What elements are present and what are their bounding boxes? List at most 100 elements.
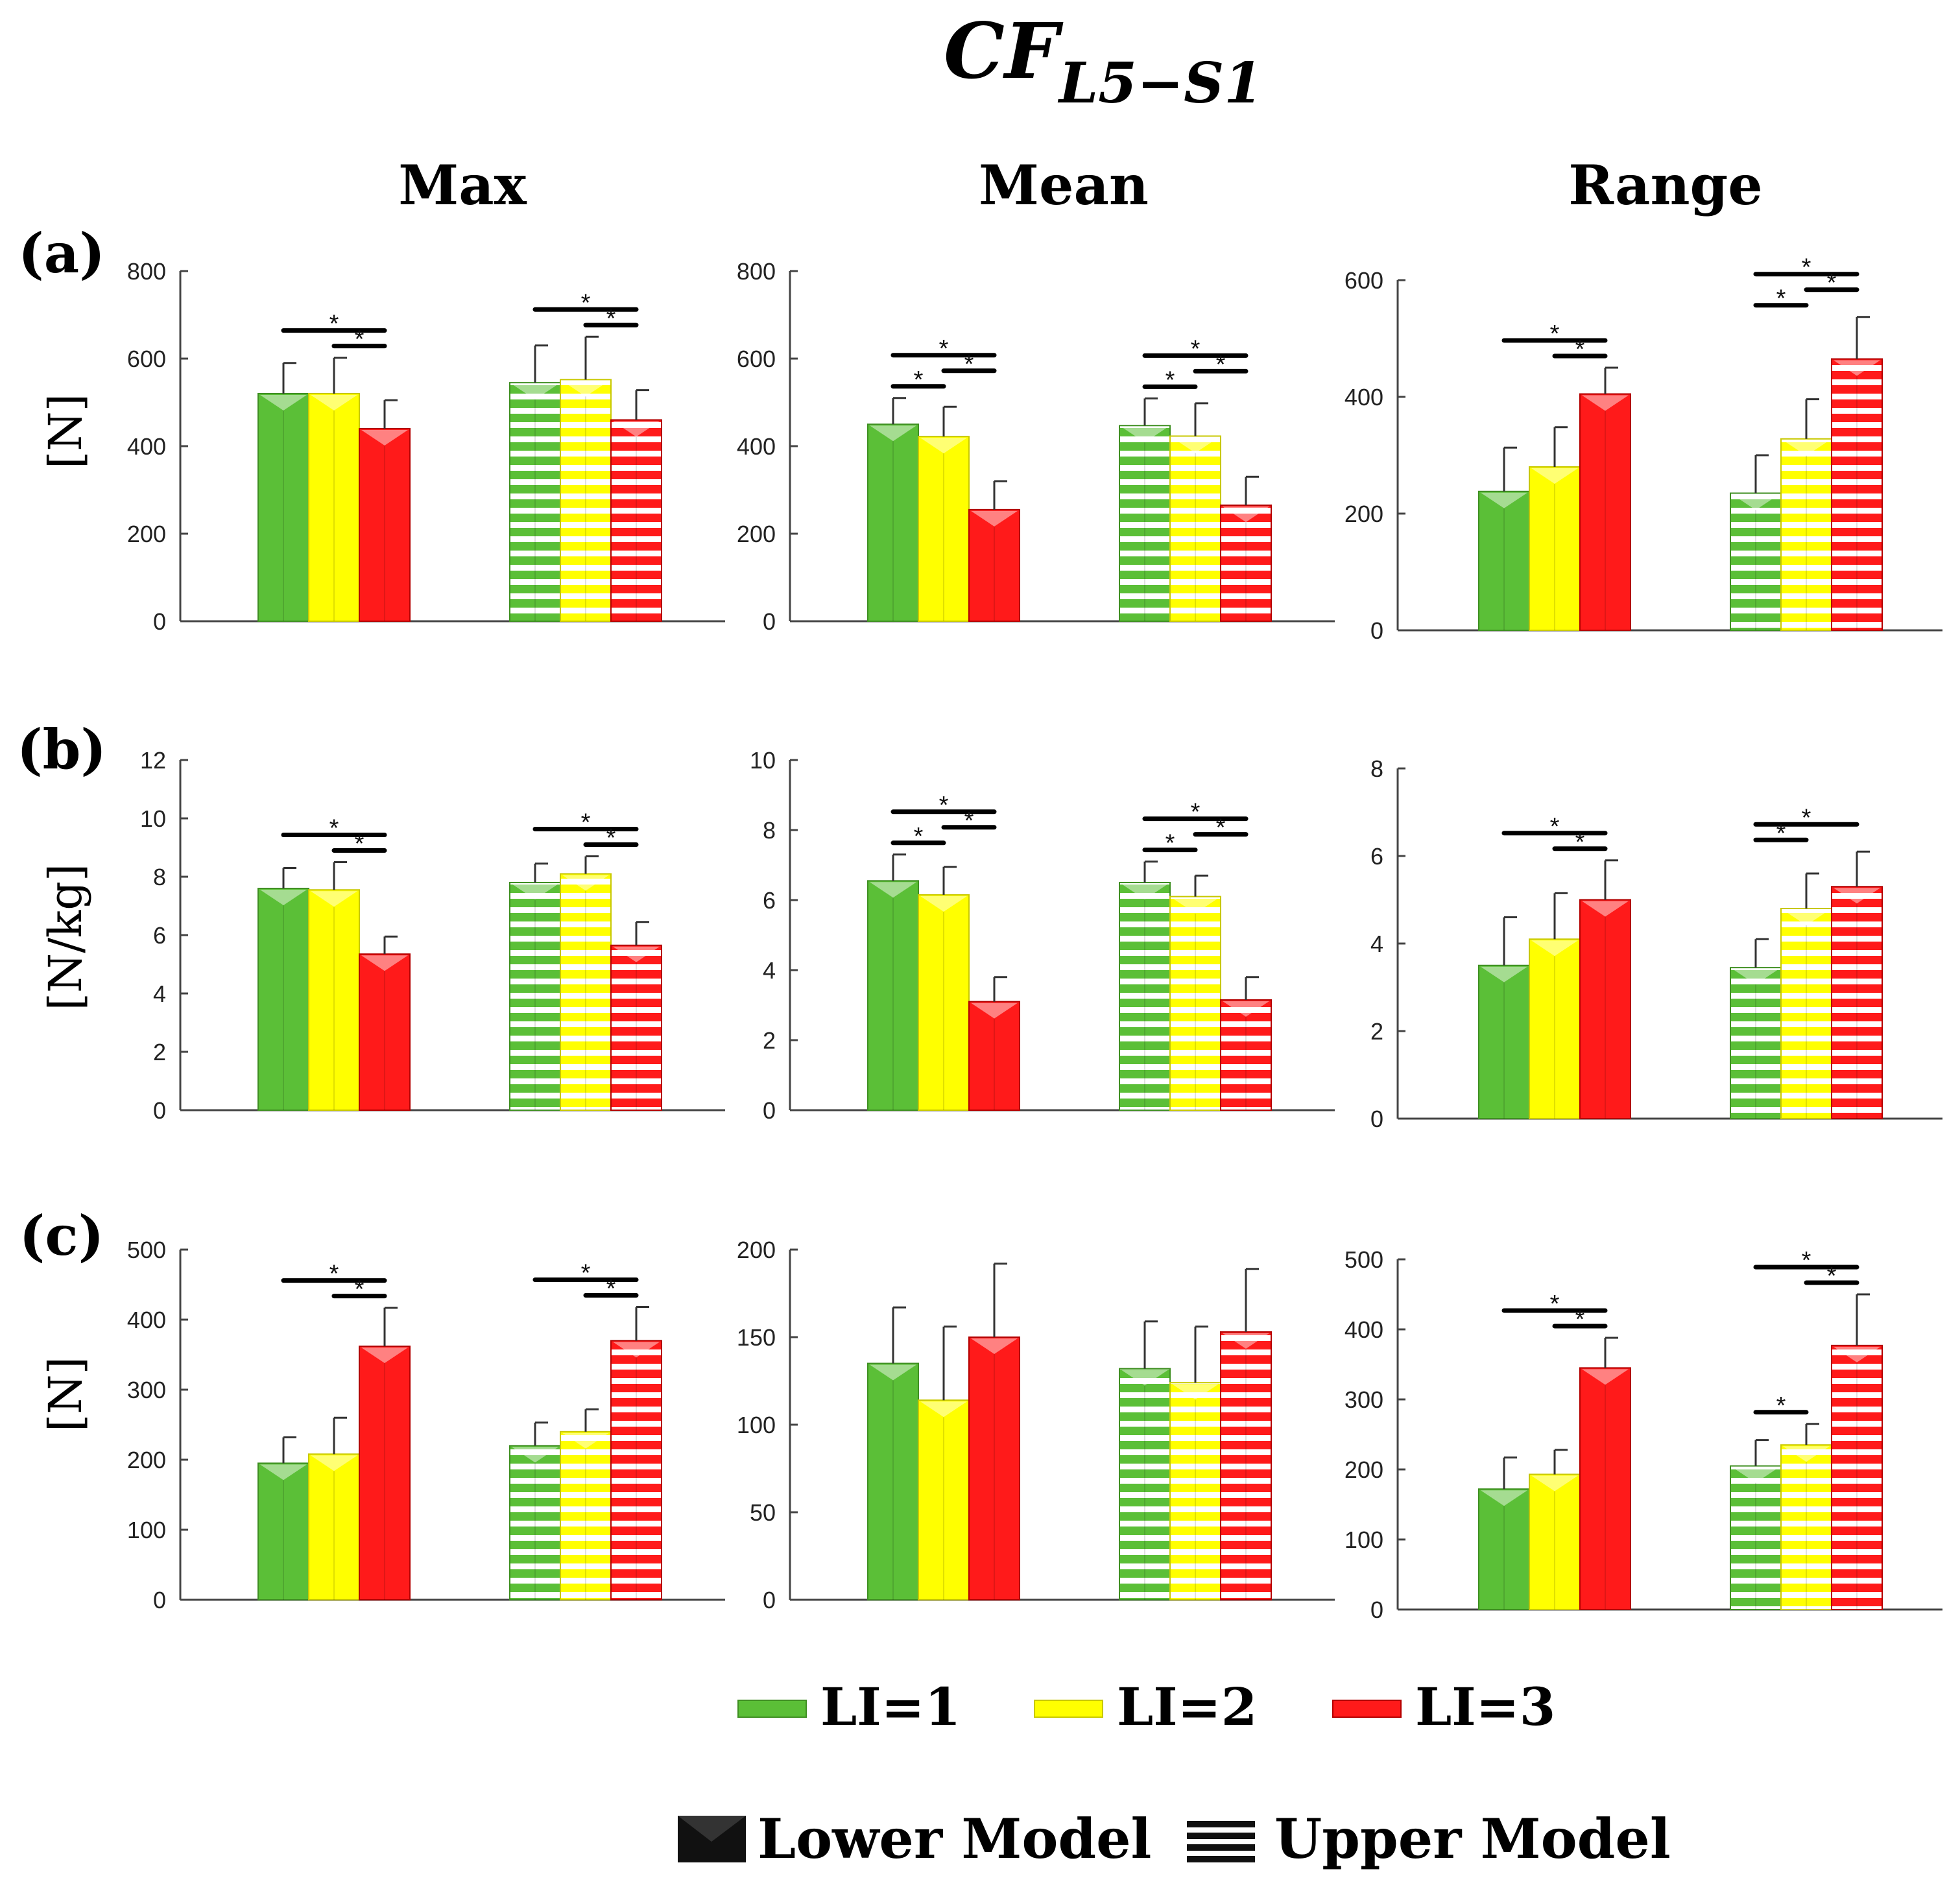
bar-LI3-lower: [968, 1001, 1020, 1111]
significance-star: *: [1827, 270, 1837, 297]
bar-highlight: [311, 1455, 357, 1471]
bar-highlight: [512, 1447, 558, 1463]
bar-LI3-upper: [610, 419, 662, 622]
significance-star: *: [606, 825, 616, 852]
bar-LI2-lower: [1529, 938, 1581, 1119]
significance-star: *: [1550, 320, 1560, 348]
y-tick-label: 300: [1345, 1386, 1383, 1413]
bar-highlight: [1481, 966, 1527, 982]
panel-1-2: 0 200 400 600 800 * * * * * *: [737, 258, 1335, 635]
panel-1-1: 0 200 400 600 800 * * * *: [127, 258, 725, 635]
y-tick-label: 0: [1370, 617, 1383, 644]
bar-highlight: [920, 1401, 967, 1418]
y-tick-label: 4: [1370, 931, 1383, 957]
significance-star: *: [1802, 254, 1811, 281]
y-tick-label: 100: [127, 1517, 166, 1543]
y-tick-label: 800: [127, 258, 166, 285]
legend-swatch-lower-model-bevel: [678, 1816, 746, 1842]
bar-highlight: [1481, 1490, 1527, 1506]
significance-star: *: [939, 792, 949, 819]
panel-3-3: 0 100 200 300 400 500 * * * * *: [1345, 1246, 1942, 1623]
row-label-b: (b): [17, 717, 106, 781]
bar-LI1-upper: [509, 382, 561, 622]
bar-highlight: [562, 1432, 609, 1449]
bar-highlight: [1783, 1446, 1830, 1462]
bar-LI2-lower: [918, 436, 970, 623]
bar-LI2-lower: [1529, 466, 1581, 631]
bar-highlight: [971, 1338, 1018, 1354]
significance-star: *: [939, 335, 949, 362]
bar-highlight: [1834, 888, 1880, 904]
bar-highlight: [1121, 427, 1168, 443]
bar-highlight: [920, 438, 967, 454]
bar-highlight: [361, 1348, 408, 1364]
row-label-a: (a): [18, 221, 105, 285]
panel-2-1: 0 2 4 6 8 10 12 * * * *: [140, 747, 725, 1124]
y-tick-label: 8: [1370, 755, 1383, 782]
bar-highlight: [870, 1364, 916, 1381]
y-tick-label: 2: [1370, 1018, 1383, 1045]
bar-highlight: [1732, 494, 1779, 510]
bar-LI2-upper: [1780, 908, 1832, 1119]
significance-star: *: [329, 1261, 339, 1288]
panel-2-3: 0 2 4 6 8 * * * *: [1370, 755, 1942, 1132]
bar-highlight: [971, 1003, 1018, 1019]
bar-LI3-lower: [1579, 1367, 1631, 1610]
bar-highlight: [1531, 468, 1578, 484]
y-tick-label: 0: [153, 1097, 166, 1124]
bar-LI2-lower: [308, 393, 360, 622]
bar-LI2-lower: [918, 894, 970, 1111]
bar-LI3-upper: [610, 944, 662, 1111]
bar-highlight: [512, 884, 558, 899]
chart-panels: 0200400600800****0200400600800******0200…: [127, 254, 1942, 1623]
significance-star: *: [964, 351, 974, 378]
bar-LI3-upper: [1220, 999, 1272, 1111]
bar-highlight: [1223, 1001, 1269, 1017]
bar-LI3-upper: [1831, 1344, 1883, 1611]
y-tick-label: 0: [1370, 1597, 1383, 1623]
legend-label-upper-model: Upper Model: [1274, 1807, 1671, 1871]
y-tick-label: 200: [737, 1237, 776, 1263]
bar-LI1-upper: [509, 882, 561, 1111]
unit-label-c: [N]: [39, 1357, 92, 1432]
legend-swatch-li3: [1332, 1700, 1402, 1718]
bar-LI3-upper: [610, 1340, 662, 1600]
y-tick-label: 12: [140, 747, 166, 774]
legend-label-li2: LI=2: [1117, 1676, 1257, 1737]
bar-highlight: [613, 946, 660, 962]
y-tick-label: 0: [1370, 1106, 1383, 1132]
y-tick-label: 400: [1345, 384, 1383, 410]
y-tick-label: 2: [763, 1027, 776, 1054]
bar-LI3-lower: [359, 428, 411, 622]
significance-star: *: [1216, 351, 1226, 378]
significance-star: *: [355, 326, 365, 353]
significance-star: *: [1776, 820, 1786, 847]
unit-label-a: [N]: [39, 394, 92, 469]
significance-star: *: [1776, 1392, 1786, 1420]
y-tick-label: 2: [153, 1039, 166, 1065]
significance-star: *: [1191, 335, 1201, 362]
bar-highlight: [1531, 940, 1578, 956]
panel-3-1: 0 100 200 300 400 500 * * * *: [127, 1237, 725, 1613]
y-tick-label: 600: [127, 346, 166, 372]
significance-star: *: [1550, 813, 1560, 840]
significance-star: *: [914, 366, 924, 394]
y-tick-label: 0: [763, 608, 776, 635]
column-title-mean: Mean: [979, 153, 1149, 217]
significance-star: *: [355, 831, 365, 858]
significance-star: *: [581, 289, 591, 316]
legend-models: Lower Model Upper Model: [678, 1807, 1671, 1871]
y-tick-label: 300: [127, 1377, 166, 1403]
significance-star: *: [1802, 1247, 1811, 1274]
figure-title: CFL5−S1: [944, 6, 1263, 116]
bar-highlight: [971, 510, 1018, 527]
bar-LI1-lower: [1478, 1488, 1530, 1610]
y-tick-label: 6: [763, 887, 776, 914]
y-tick-label: 200: [127, 521, 166, 547]
bar-LI2-upper: [1780, 1444, 1832, 1610]
y-tick-label: 50: [750, 1499, 776, 1526]
y-tick-label: 400: [127, 433, 166, 460]
significance-star: *: [606, 305, 616, 332]
significance-star: *: [581, 1260, 591, 1287]
